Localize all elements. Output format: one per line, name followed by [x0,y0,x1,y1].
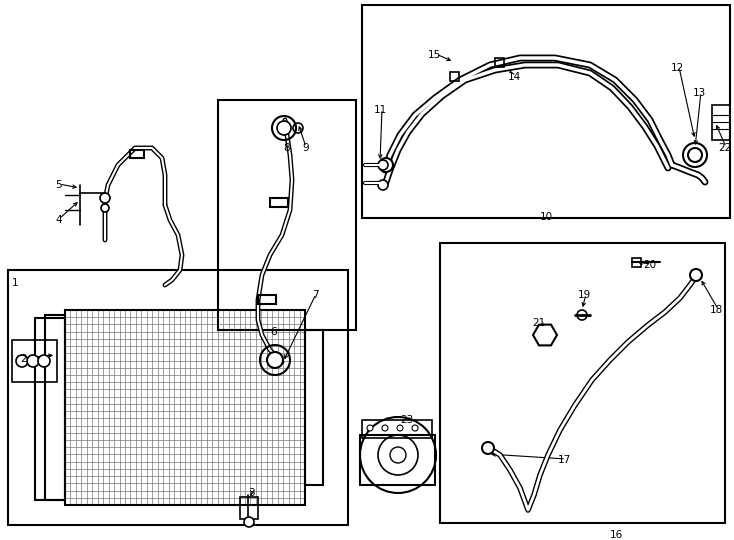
Circle shape [38,355,50,367]
Circle shape [412,425,418,431]
Circle shape [16,355,28,367]
Text: 1: 1 [12,278,18,288]
Circle shape [101,204,109,212]
Circle shape [277,121,291,135]
Text: 21: 21 [532,318,545,328]
Text: 20: 20 [643,260,656,270]
Text: 12: 12 [671,63,684,73]
Text: 2: 2 [20,354,26,364]
Circle shape [267,352,283,368]
Circle shape [367,425,373,431]
Bar [45,315,65,500]
Text: 11: 11 [374,105,388,115]
Circle shape [378,180,388,190]
Text: 8: 8 [283,143,290,153]
Bar [305,330,323,485]
Bar [360,435,435,485]
Text: 6: 6 [270,327,277,337]
Text: 16: 16 [610,530,623,540]
Text: 3: 3 [248,488,255,498]
Bar [8,270,348,525]
Circle shape [577,310,587,320]
Circle shape [397,425,403,431]
Circle shape [382,425,388,431]
Circle shape [379,158,393,172]
Text: 13: 13 [693,88,706,98]
Circle shape [27,355,39,367]
Bar [450,72,459,81]
Bar [495,58,504,67]
Bar [258,295,276,304]
Circle shape [690,269,702,281]
Bar [712,105,730,140]
Bar [240,497,258,519]
Bar [218,100,356,330]
Bar [12,340,57,382]
Text: 10: 10 [540,212,553,222]
Text: 5: 5 [55,180,62,190]
Bar [130,150,144,158]
Text: 23: 23 [400,415,413,425]
Bar [632,258,641,267]
Circle shape [378,160,388,170]
Text: 19: 19 [578,290,592,300]
Bar [362,5,730,218]
Bar [270,198,288,207]
Text: 7: 7 [312,290,319,300]
Text: 15: 15 [428,50,441,60]
Text: 4: 4 [55,215,62,225]
Circle shape [390,447,406,463]
Text: 9: 9 [302,143,308,153]
Text: 22: 22 [718,143,731,153]
Circle shape [688,148,702,162]
Circle shape [482,442,494,454]
Text: 18: 18 [710,305,723,315]
Polygon shape [533,325,557,346]
Circle shape [244,517,254,527]
Bar [440,243,725,523]
Text: 17: 17 [558,455,571,465]
Circle shape [100,193,110,203]
Bar [362,420,432,438]
Bar [65,310,305,505]
Text: 14: 14 [508,72,521,82]
Circle shape [360,417,436,493]
Circle shape [378,435,418,475]
